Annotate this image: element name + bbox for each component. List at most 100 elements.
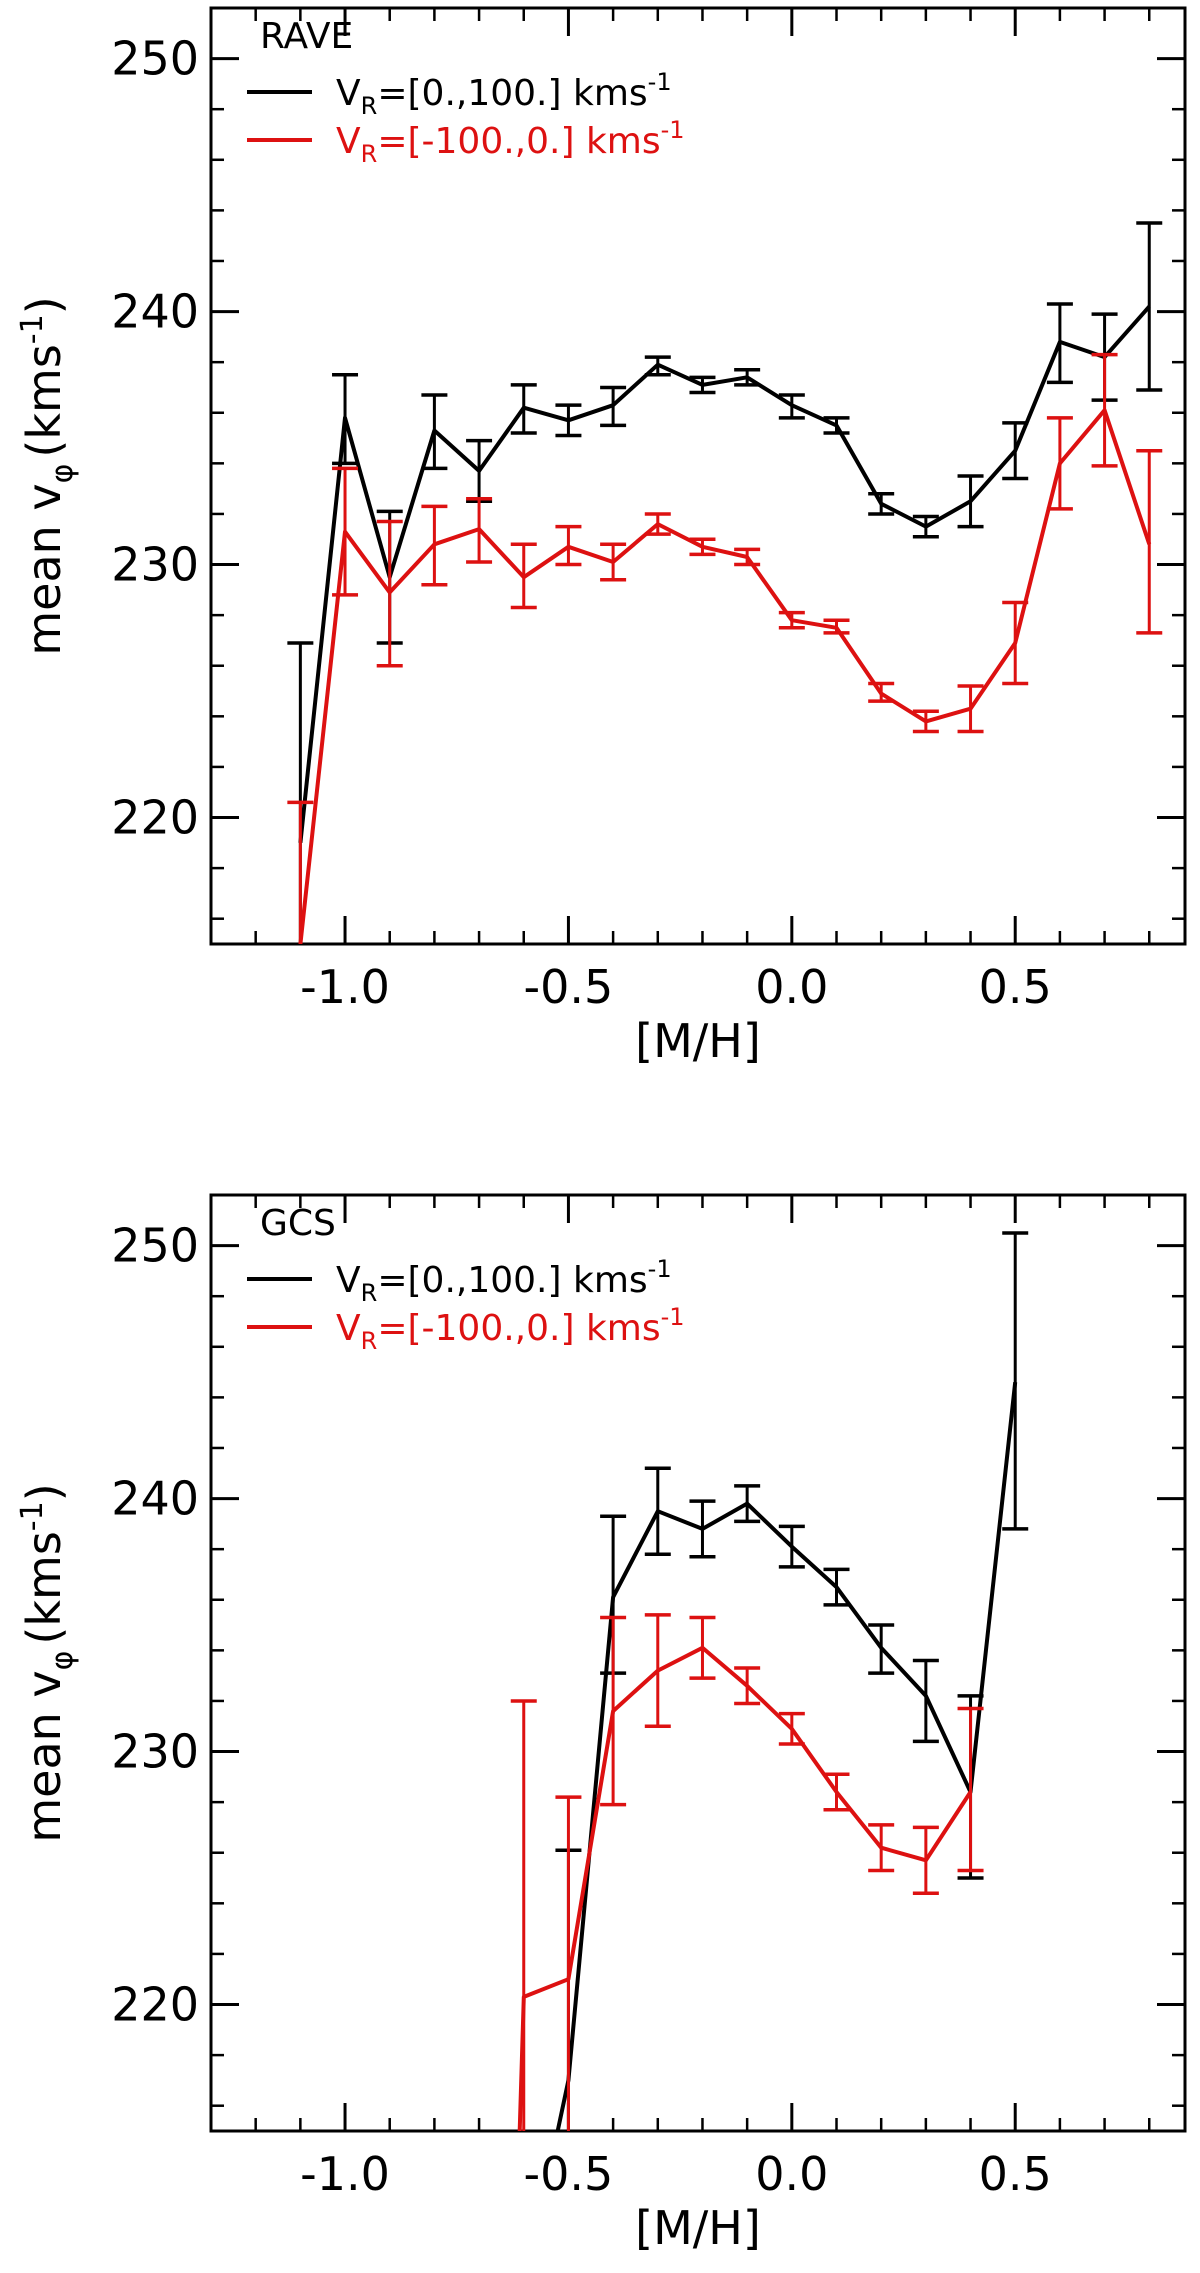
error-bar	[689, 1499, 716, 1559]
error-bar	[600, 542, 627, 582]
series-line-0	[298, 305, 1151, 844]
y-tick-label: 230	[111, 1725, 199, 1779]
error-bar	[778, 610, 805, 630]
series-line-0	[555, 1381, 1018, 2131]
error-bar	[823, 416, 850, 435]
x-tick-label: 0.5	[979, 2147, 1052, 2201]
error-bar	[734, 1666, 761, 1706]
error-bar	[823, 618, 850, 635]
y-axis-label: mean vφ (kms-1)	[15, 296, 80, 655]
series-line-1	[517, 1645, 973, 2131]
panel-label: RAVE	[260, 16, 353, 57]
y-axis-label-close: )	[17, 1483, 71, 1501]
x-tick-label: -0.5	[524, 2147, 614, 2201]
error-bar	[421, 393, 448, 471]
x-tick-label: 0.0	[755, 2147, 828, 2201]
error-bar	[510, 1699, 537, 2131]
y-axis-label-unit: (kms	[17, 1531, 71, 1644]
y-axis-label: mean vφ (kms-1)	[15, 1483, 80, 1842]
error-bar	[689, 537, 716, 557]
x-tick-label: 0.5	[979, 960, 1052, 1014]
error-bar	[868, 1623, 895, 1675]
error-bar	[778, 1711, 805, 1746]
error-bar	[1002, 421, 1029, 481]
y-tick-label: 250	[111, 1219, 199, 1273]
error-bar	[778, 1524, 805, 1569]
error-bar	[376, 519, 403, 668]
error-bar	[644, 1466, 671, 1556]
y-axis-label-exp: -1	[15, 314, 50, 344]
x-tick-label: -0.5	[524, 960, 614, 1014]
error-bar	[912, 709, 939, 734]
y-tick-label: 230	[111, 538, 199, 592]
y-axis-label-sub: φ	[45, 1651, 80, 1671]
series-layer	[510, 1231, 1029, 2131]
error-bar	[689, 1615, 716, 1680]
plot-frame	[209, 6, 1187, 946]
error-bar	[644, 1613, 671, 1728]
error-bar	[555, 403, 582, 438]
y-tick-label: 240	[111, 285, 199, 339]
error-bar	[1046, 302, 1073, 385]
legend-entry: VR=[0.,100.] kms-1	[336, 1255, 672, 1307]
error-bar	[466, 438, 493, 504]
error-bar	[1136, 448, 1163, 635]
y-axis-label-sub: φ	[45, 464, 80, 484]
error-bar	[823, 1772, 850, 1812]
error-bar	[957, 684, 984, 734]
error-bar	[778, 393, 805, 420]
error-bar	[1002, 600, 1029, 686]
error-bar	[466, 497, 493, 564]
x-axis-label: [M/H]	[635, 2201, 761, 2255]
error-bar	[1002, 1231, 1029, 1531]
x-tick-label: -1.0	[300, 960, 390, 1014]
error-bar	[600, 1615, 627, 1807]
y-axis-label-unit: (kms	[17, 344, 71, 457]
error-bar	[600, 385, 627, 428]
error-bar	[912, 1658, 939, 1744]
x-axis-label: [M/H]	[635, 1014, 761, 1068]
y-tick-label: 250	[111, 32, 199, 86]
y-axis-label-close: )	[17, 296, 71, 314]
chart-panel-gcs: -1.0 -0.5 0.0 0.5 220 230 240 250 [M/H] mean vφ (k…	[15, 1193, 1187, 2255]
y-axis-label-exp: -1	[15, 1501, 50, 1531]
error-bar	[957, 474, 984, 529]
series-line-1	[298, 408, 1152, 944]
x-tick-label: 0.0	[755, 960, 828, 1014]
x-tick-label: -1.0	[300, 2147, 390, 2201]
error-bar	[868, 1823, 895, 1873]
plot-frame	[209, 1193, 1187, 2133]
error-bar	[510, 383, 537, 435]
error-bar	[868, 491, 895, 516]
error-bar	[912, 514, 939, 539]
error-bar	[287, 800, 314, 944]
error-bar	[689, 375, 716, 395]
error-bar	[868, 681, 895, 703]
y-tick-label: 220	[111, 1978, 199, 2032]
legend-entry: VR=[-100.,0.] kms-1	[336, 1303, 685, 1355]
error-bar	[912, 1825, 939, 1895]
chart-panel-rave: -1.0 -0.5 0.0 0.5 220 230 240 250 [M/H] mean vφ (k…	[15, 6, 1187, 1068]
error-bar	[332, 373, 359, 466]
error-bar	[332, 466, 359, 597]
legend-entry: VR=[-100.,0.] kms-1	[336, 116, 685, 168]
error-bar	[555, 1795, 582, 2131]
y-tick-label: 240	[111, 1472, 199, 1526]
series-layer	[287, 221, 1163, 944]
error-bar	[734, 368, 761, 387]
error-bar	[644, 355, 671, 377]
error-bar	[734, 1484, 761, 1524]
y-axis-label-main: mean v	[17, 1670, 71, 1842]
error-bar	[734, 547, 761, 567]
error-bar	[1136, 221, 1163, 392]
error-bar	[644, 512, 671, 536]
y-tick-label: 220	[111, 791, 199, 845]
error-bar	[555, 524, 582, 567]
y-axis-label-main: mean v	[17, 483, 71, 655]
panel-label: GCS	[260, 1203, 336, 1244]
error-bar	[1091, 352, 1118, 468]
error-bar	[510, 542, 537, 610]
legend-entry: VR=[0.,100.] kms-1	[336, 68, 672, 120]
error-bar	[1046, 416, 1073, 511]
